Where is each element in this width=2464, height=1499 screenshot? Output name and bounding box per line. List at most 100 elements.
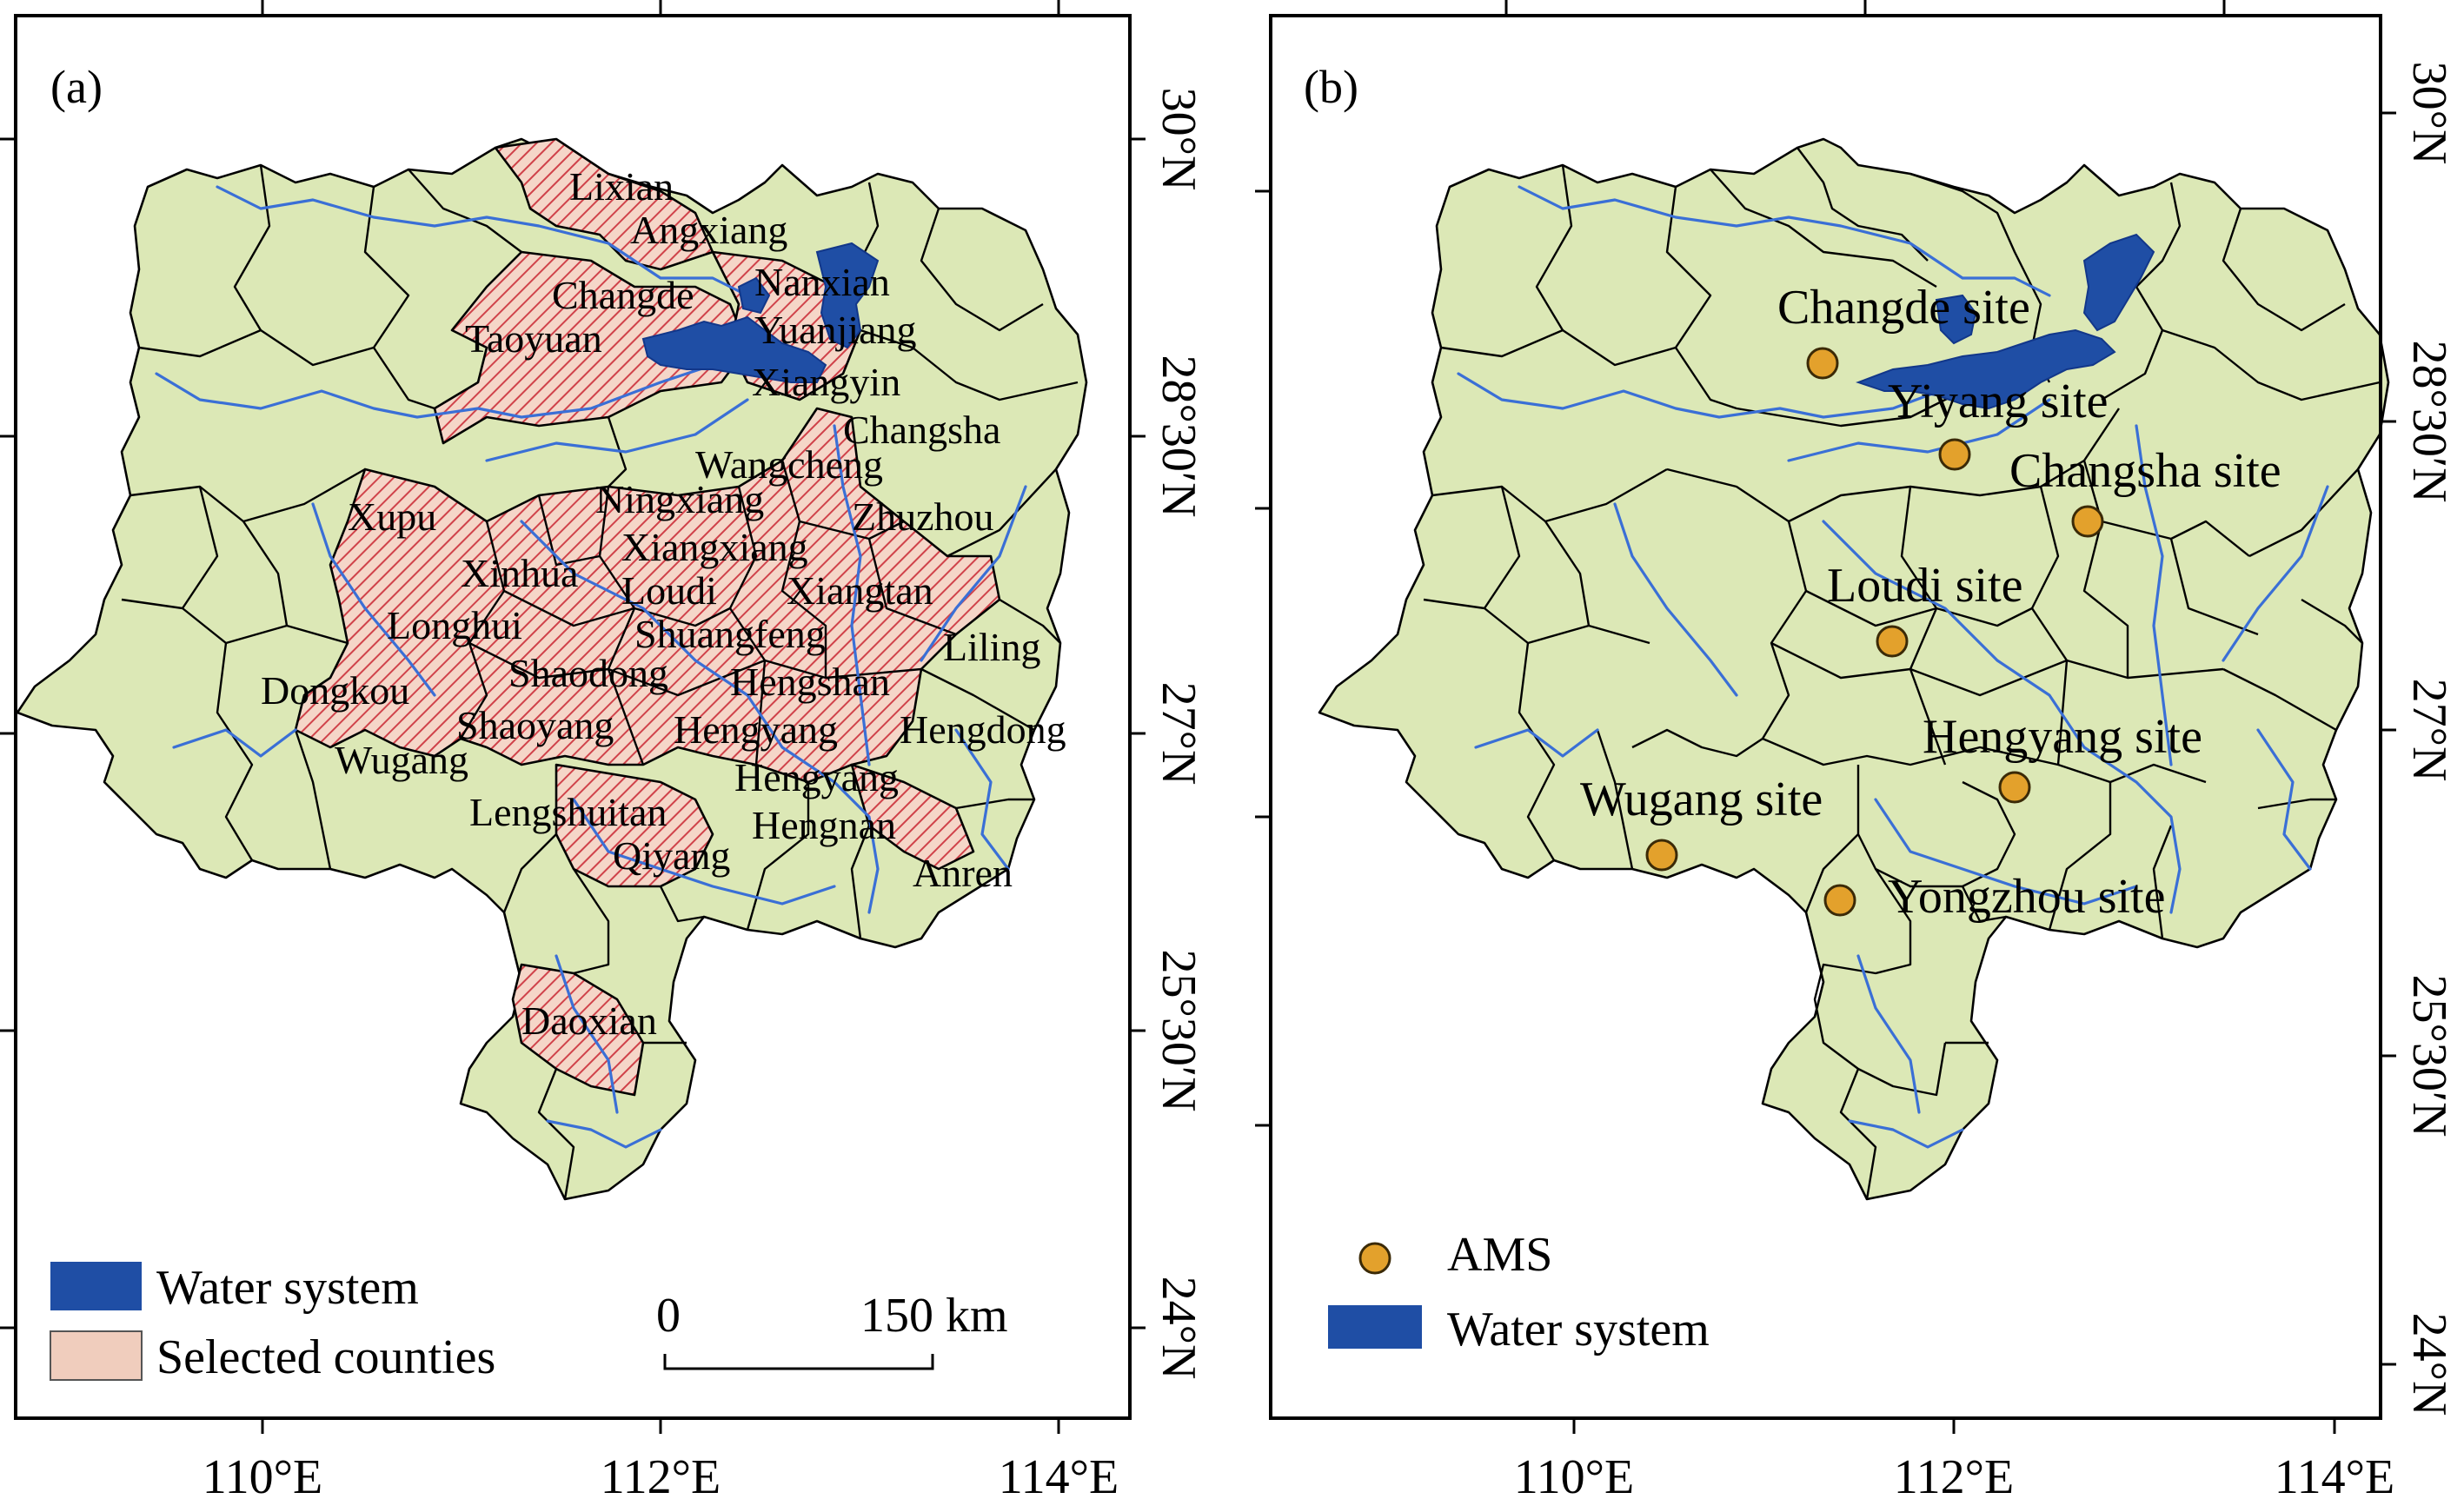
county-central-belt [294, 407, 1001, 784]
county-label: Xiangxiang [621, 525, 808, 569]
panel-a-x-axis: 110°E 112°E 114°E [203, 1450, 1119, 1499]
county-label: Dongkou [261, 668, 409, 713]
legend-selected-label: Selected counties [156, 1330, 495, 1384]
county-label: Angxiang [630, 208, 787, 252]
county-label: Longhui [387, 603, 522, 647]
lakes-a [641, 242, 880, 383]
county-labels: Lixian Angxiang Changde Nanxian Taoyuan … [261, 164, 1066, 1043]
y-tick-label: 24°N [2402, 1313, 2456, 1416]
y-tick-label: 30°N [2402, 62, 2456, 165]
county-label: Xupu [348, 494, 436, 539]
x-tick-label: 114°E [999, 1450, 1119, 1499]
panel-a: Lixian Angxiang Changde Nanxian Taoyuan … [0, 0, 1205, 1499]
x-tick-label: 112°E [601, 1450, 721, 1499]
county-label: Hengnan [752, 803, 896, 847]
ams-sites [1645, 347, 2104, 917]
county-label: Daoxian [521, 998, 657, 1043]
panel-b-x-axis: 110°E 112°E 114°E [1514, 1450, 2395, 1499]
panel-b: (b) Changde site Yiyang site Changsha si… [1255, 0, 2456, 1499]
county-label: Wangcheng [695, 442, 883, 487]
county-label: Yuanjiang [754, 308, 917, 352]
ams-marker [1876, 625, 1909, 658]
x-tick-label: 114°E [2275, 1450, 2395, 1499]
panel-a-tag: (a) [50, 61, 103, 113]
y-tick-label: 25°30′N [2402, 974, 2456, 1137]
legend-water-swatch-b [1328, 1305, 1422, 1349]
county-label: Lixian [569, 164, 674, 209]
site-label: Loudi site [1827, 559, 2023, 613]
y-tick-label: 25°30′N [1152, 949, 1205, 1111]
panel-a-map: Lixian Angxiang Changde Nanxian Taoyuan … [16, 137, 1088, 1201]
county-label: Hengyang [674, 707, 838, 752]
ams-marker [1823, 884, 1856, 917]
x-tick-label: 110°E [203, 1450, 323, 1499]
y-tick-label: 27°N [2402, 679, 2456, 782]
county-label: Wugang [335, 738, 468, 782]
x-tick-label: 112°E [1894, 1450, 2015, 1499]
y-tick-label: 30°N [1152, 88, 1205, 191]
county-label: Shaodong [508, 651, 668, 695]
legend-water-label: Water system [156, 1261, 419, 1315]
ams-marker [1938, 438, 1971, 471]
county-label: Changde [552, 273, 694, 317]
county-label: Nanxian [754, 260, 890, 304]
county-label: Lengshuitan [469, 790, 667, 834]
rivers-b [1457, 185, 2329, 1149]
county-label: Hengshan [730, 660, 890, 704]
ams-marker [2071, 505, 2104, 538]
panel-a-frame [14, 14, 1132, 1420]
county-boundaries-a [121, 164, 1079, 1200]
county-label: Liling [943, 625, 1040, 669]
county-label: Shuangfeng [634, 612, 826, 656]
county-label: Xiangyin [752, 360, 900, 404]
lakes-b [1856, 233, 2155, 410]
county-label: Hengyang [734, 755, 899, 799]
panel-b-ticks [1255, 0, 2396, 1434]
panel-a-legend: Water system Selected counties [50, 1261, 495, 1384]
x-tick-label: 110°E [1514, 1450, 1635, 1499]
county-label: Anren [913, 851, 1013, 895]
county-label: Xiangtan [787, 568, 933, 613]
scale-bar-end: 150 km [860, 1289, 1008, 1343]
ams-marker [1645, 839, 1678, 872]
y-tick-label: 28°30′N [1152, 355, 1205, 517]
ams-site-labels: Changde site Yiyang site Changsha site L… [1580, 281, 2281, 924]
panel-b-map [1318, 137, 2390, 1201]
legend-water-label-b: Water system [1447, 1303, 1710, 1356]
county-label: Zhuzhou [852, 494, 994, 539]
y-tick-label: 28°30′N [2402, 340, 2456, 502]
legend-selected-swatch [50, 1330, 143, 1381]
county-label: Xinhua [461, 551, 578, 595]
county-label: Hengdong [900, 707, 1066, 752]
county-label: Loudi [621, 568, 717, 613]
y-tick-label: 24°N [1152, 1277, 1205, 1380]
site-label: Yongzhou site [1888, 870, 2165, 924]
county-label: Shaoyang [456, 703, 614, 747]
site-label: Changsha site [2009, 444, 2281, 498]
county-hengnan-anren-area [850, 763, 975, 871]
county-label: Qiyang [613, 833, 730, 878]
legend-ams-label: AMS [1447, 1228, 1552, 1282]
county-lengshuitan-qiyang-area [555, 763, 714, 888]
scale-bar: 0 150 km [656, 1289, 1008, 1370]
county-label: Taoyuan [465, 316, 602, 361]
site-label: Changde site [1777, 281, 2030, 335]
county-label: Ningxiang [595, 477, 764, 521]
panel-b-y-axis: 30°N 28°30′N 27°N 25°30′N 24°N [2402, 62, 2456, 1416]
panel-a-ticks [0, 0, 1146, 1434]
ams-marker [1806, 347, 1839, 380]
y-tick-label: 27°N [1152, 682, 1205, 786]
county-label: Changsha [843, 408, 1000, 452]
ams-marker [1998, 771, 2031, 804]
county-lixian-area [494, 137, 714, 271]
county-taoyuan-changde-area [433, 250, 749, 445]
panel-b-frame [1269, 14, 2382, 1420]
site-label: Hengyang site [1923, 710, 2202, 764]
rivers-a [155, 185, 1027, 1149]
legend-ams-swatch [1358, 1242, 1391, 1275]
panel-b-legend: AMS Water system [1328, 1228, 1710, 1356]
site-label: Wugang site [1580, 773, 1823, 826]
panel-a-y-axis: 30°N 28°30′N 27°N 25°30′N 24°N [1152, 88, 1205, 1380]
panel-b-tag: (b) [1304, 61, 1358, 113]
site-label: Yiyang site [1888, 375, 2109, 428]
